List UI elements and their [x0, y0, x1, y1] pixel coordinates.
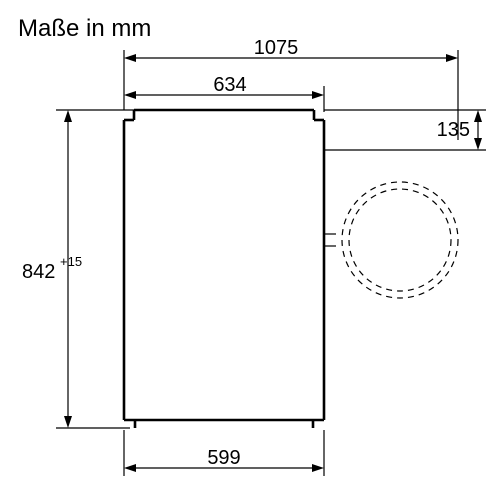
title-text: Maße in mm [18, 15, 151, 42]
door-circle-outer [342, 182, 458, 298]
dim-body-depth-value: 634 [213, 74, 246, 96]
dim-width: 599 [124, 430, 324, 476]
door-circle-inner [349, 189, 451, 291]
dim-height-tolerance: +15 [60, 254, 82, 269]
dim-body-depth: 634 [124, 74, 324, 112]
machine-outline [124, 110, 324, 428]
dim-top-offset: 135 [324, 110, 486, 150]
dim-height-value: 842 [22, 261, 55, 283]
dim-overall-depth-value: 1075 [254, 37, 299, 59]
dim-width-value: 599 [207, 447, 240, 469]
door-swing [324, 182, 458, 298]
dim-height: 842 +15 [22, 110, 134, 428]
dim-top-offset-value: 135 [437, 119, 470, 141]
dim-overall-depth: 1075 [124, 37, 458, 140]
dimension-drawing: Maße in mm 1075 634 [0, 0, 500, 500]
